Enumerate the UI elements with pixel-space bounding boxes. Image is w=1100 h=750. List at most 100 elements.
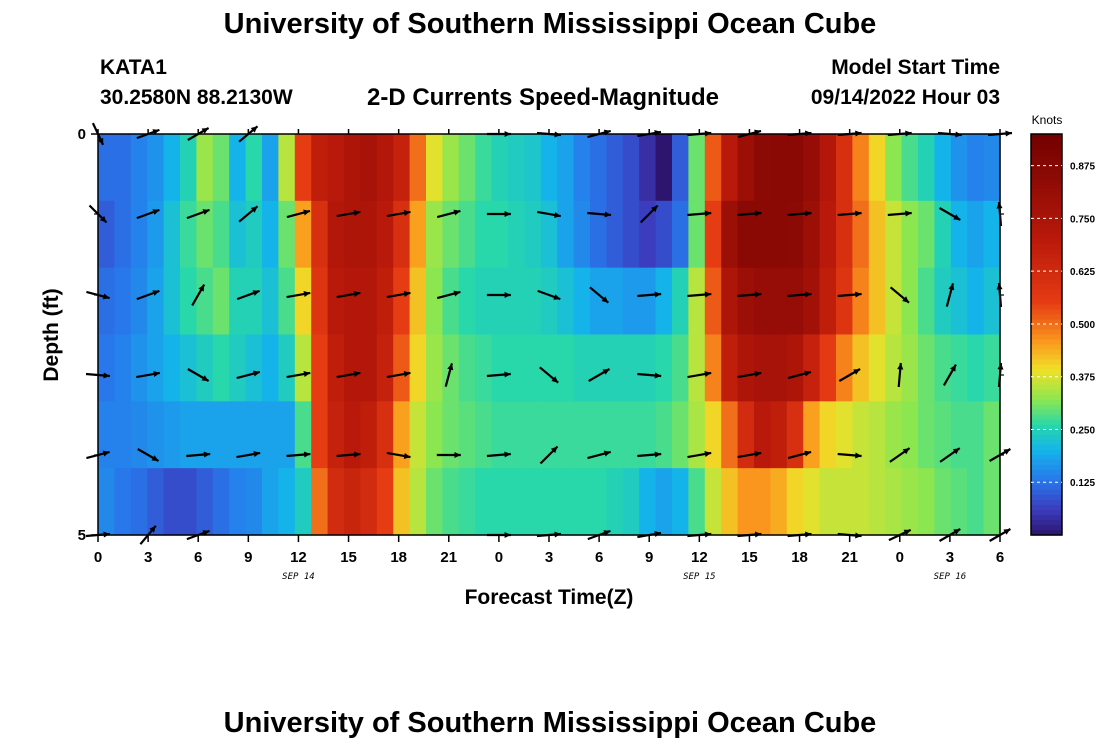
heatmap-cell xyxy=(130,334,148,402)
heatmap-cell xyxy=(409,468,427,536)
vector-head xyxy=(198,284,205,292)
vector-head xyxy=(153,371,160,377)
current-vector xyxy=(687,210,712,217)
colorbar-swatch xyxy=(1031,284,1062,290)
vector-head xyxy=(354,451,361,458)
vector-head xyxy=(453,209,461,216)
heatmap-cell xyxy=(639,468,657,536)
heatmap-cell xyxy=(475,468,493,536)
current-vector xyxy=(837,452,862,459)
heatmap-cell xyxy=(163,267,181,336)
current-vector xyxy=(137,448,160,462)
heatmap-cell xyxy=(163,468,181,536)
colorbar-swatch xyxy=(1031,514,1062,521)
current-vector xyxy=(889,286,910,304)
heatmap-cell xyxy=(212,200,230,269)
colorbar-swatch xyxy=(1031,369,1062,376)
heatmap-cell xyxy=(737,267,755,336)
heatmap-cell xyxy=(557,267,575,336)
heatmap-cell xyxy=(622,267,640,336)
heatmap-cell xyxy=(508,334,525,402)
current-vector xyxy=(587,211,612,218)
vector-head xyxy=(454,452,461,458)
heatmap-cell xyxy=(868,200,886,269)
colorbar-tick-label: 0.500 xyxy=(1070,320,1095,331)
heatmap-cell xyxy=(180,401,197,469)
colorbar-swatch xyxy=(1031,494,1062,501)
heatmap-cell xyxy=(294,200,312,269)
colorbar-swatch xyxy=(1031,324,1062,331)
heatmap-cell xyxy=(704,334,722,402)
heatmap-cell xyxy=(868,401,886,469)
heatmap-cell xyxy=(114,200,132,269)
heatmap-cell xyxy=(803,468,821,536)
heatmap-cell xyxy=(409,200,427,269)
colorbar-swatch xyxy=(1031,219,1062,225)
vector-head xyxy=(804,450,812,457)
heatmap-cell xyxy=(803,267,821,336)
vector-head xyxy=(905,210,912,217)
heatmap-cell xyxy=(196,401,214,469)
current-vector xyxy=(639,204,659,224)
colorbar-swatch xyxy=(1031,174,1062,180)
heatmap-cell xyxy=(245,334,263,402)
x-day-label: SEP 14 xyxy=(282,572,315,582)
heatmap-cell xyxy=(147,401,165,469)
heatmap-cell xyxy=(704,134,722,202)
heatmap-cell xyxy=(114,334,132,402)
heatmap-cell xyxy=(967,134,985,202)
heatmap-cell xyxy=(524,468,542,536)
vector-head xyxy=(1003,449,1011,455)
heatmap-cell xyxy=(901,334,919,402)
heatmap-cell xyxy=(98,134,115,202)
heatmap-cell xyxy=(819,200,837,269)
current-vector xyxy=(587,450,611,460)
colorbar-swatch xyxy=(1031,434,1062,441)
current-vector xyxy=(687,451,712,459)
heatmap-cell xyxy=(901,200,919,269)
heatmap-cell xyxy=(376,267,394,336)
heatmap-cell xyxy=(737,401,755,469)
colorbar-swatch xyxy=(1031,159,1062,165)
current-vector xyxy=(787,210,812,217)
heatmap-cell xyxy=(590,468,607,536)
colorbar-swatch xyxy=(1031,489,1062,496)
heatmap-cell xyxy=(704,267,722,336)
current-vector xyxy=(687,291,712,298)
heatmap-cell xyxy=(704,401,722,469)
heatmap-cell xyxy=(688,267,706,336)
vector-head xyxy=(704,291,712,298)
vector-head xyxy=(953,214,961,220)
heatmap-cell xyxy=(540,200,558,269)
colorbar-swatch xyxy=(1031,199,1062,205)
chart-subtitle: 2-D Currents Speed-Magnitude xyxy=(367,84,720,111)
heatmap-cell xyxy=(130,200,148,269)
heatmap-cell xyxy=(311,267,329,336)
colorbar-swatch xyxy=(1031,139,1062,145)
heatmap-cell xyxy=(754,200,771,269)
heatmap-cell xyxy=(590,401,607,469)
vector-head xyxy=(152,290,160,296)
heatmap-cell xyxy=(836,200,853,269)
heatmap-cell xyxy=(147,267,165,336)
vector-head xyxy=(201,128,209,134)
current-vector xyxy=(286,451,311,458)
heatmap-cell xyxy=(262,401,279,469)
page-title: University of Southern Mississippi Ocean… xyxy=(223,8,877,40)
heatmap-cell xyxy=(98,200,115,269)
heatmap-cell xyxy=(721,134,739,202)
heatmap-cell xyxy=(622,334,640,402)
heatmap-cell xyxy=(770,334,788,402)
vector-head xyxy=(654,451,662,458)
heatmap-cell xyxy=(737,334,755,402)
heatmap-cell xyxy=(852,334,870,402)
heatmap-cell xyxy=(360,267,378,336)
heatmap-cell xyxy=(590,334,607,402)
vector-head xyxy=(704,210,712,217)
heatmap-cell xyxy=(754,334,771,402)
vector-head xyxy=(550,446,558,454)
model-start-time: 09/14/2022 Hour 03 xyxy=(810,86,1000,109)
heatmap-cell xyxy=(393,468,411,536)
heatmap-cell xyxy=(393,334,411,402)
heatmap-cell xyxy=(426,200,443,269)
